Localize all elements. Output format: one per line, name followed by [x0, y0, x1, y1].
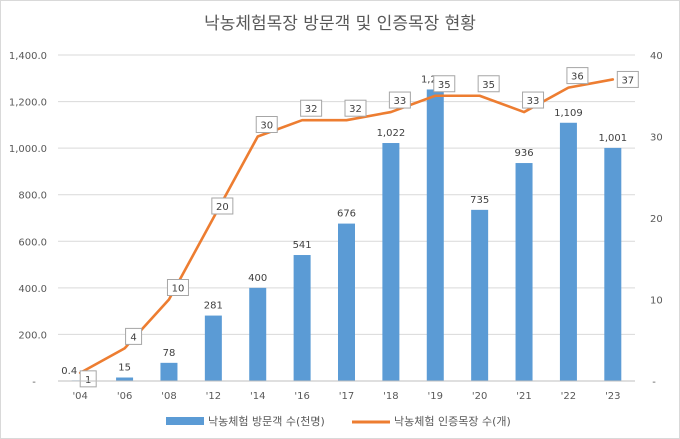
x-tick-label: '17	[339, 391, 354, 402]
line-data-label: 20	[216, 202, 229, 213]
line-data-label: 35	[482, 80, 495, 91]
legend-line-label: 낙농체험 인증목장 수(개)	[394, 415, 511, 428]
bar	[249, 287, 267, 381]
right-axis: - 10 20 30 40	[650, 51, 663, 388]
line-data-labels: 1 4 10 20 30 32 32 33 35 35 33 36 37	[79, 67, 639, 388]
x-tick-label: '12	[206, 391, 221, 402]
line-data-label: 32	[305, 104, 318, 115]
chart-title: 낙농체험목장 방문객 및 인증목장 현황	[204, 14, 476, 34]
line-data-label-box	[566, 67, 589, 85]
line-data-label: 1	[85, 375, 91, 386]
x-tick-label: '23	[605, 391, 620, 402]
line-data-label: 4	[130, 332, 136, 343]
line-data-label-box	[616, 70, 639, 88]
line-data-label-box	[300, 99, 323, 117]
bar-data-label: 400	[248, 273, 267, 284]
left-axis-tick-label: 1,000.0	[9, 144, 47, 155]
bar-data-label: 676	[337, 209, 356, 220]
bar	[293, 255, 311, 381]
bar	[471, 209, 489, 381]
x-tick-label: '20	[472, 391, 487, 402]
line-data-label: 33	[527, 96, 540, 107]
legend-bar-swatch	[166, 417, 204, 425]
left-axis-tick-label: 600.0	[18, 237, 47, 248]
line-series	[78, 78, 615, 375]
line-data-label-box	[79, 370, 97, 388]
x-tick-label: '18	[383, 391, 398, 402]
line-data-label-box	[388, 91, 411, 109]
line-data-label-box	[522, 91, 545, 109]
bar	[426, 89, 444, 381]
bar-data-label: 1,022	[377, 128, 406, 139]
x-tick-label: '14	[250, 391, 265, 402]
line-data-label-box	[255, 116, 278, 133]
right-axis-tick-label: 30	[650, 133, 663, 144]
right-axis-tick-label: -	[652, 377, 656, 388]
line-data-label: 10	[172, 284, 185, 295]
bar-data-label: 78	[163, 348, 176, 359]
line-data-label-box	[433, 75, 456, 93]
line-data-label-box	[166, 279, 189, 296]
left-axis-tick-label: 200.0	[18, 330, 47, 341]
line-data-label-box	[125, 327, 143, 345]
line-data-label: 37	[621, 75, 634, 86]
bar-data-label: 735	[470, 195, 489, 206]
bar	[604, 147, 622, 381]
line-data-label: 36	[571, 72, 584, 83]
right-axis-tick-label: 20	[650, 214, 663, 225]
left-axis-tick-label: 1,200.0	[9, 98, 47, 109]
left-axis-tick-label: -	[32, 377, 36, 388]
bar	[204, 315, 222, 381]
left-axis-tick-label: 400.0	[18, 284, 47, 295]
x-tick-label: '16	[294, 391, 309, 402]
bar	[382, 143, 400, 381]
line-data-label-box	[344, 99, 367, 117]
right-axis-tick-label: 10	[650, 296, 663, 307]
bar-data-label: 1,109	[554, 108, 583, 119]
line-data-label: 33	[394, 96, 407, 107]
legend: 낙농체험 방문객 수(천명) 낙농체험 인증목장 수(개)	[166, 414, 511, 428]
x-tick-label: '04	[72, 391, 87, 402]
line-data-label: 35	[438, 80, 451, 91]
line-data-label: 30	[260, 121, 273, 132]
x-tick-label: '08	[161, 391, 176, 402]
x-tick-label: '19	[428, 391, 443, 402]
bar-data-label: 936	[514, 148, 533, 159]
left-axis-tick-label: 800.0	[18, 191, 47, 202]
line-data-label: 32	[349, 104, 362, 115]
line-data-label-box	[211, 197, 234, 215]
bar	[160, 362, 178, 381]
line-data-label-box	[477, 75, 500, 93]
x-tick-label: '22	[561, 391, 576, 402]
bar	[515, 163, 533, 381]
bar	[116, 377, 134, 381]
x-axis: '04 '06 '08 '12 '14 '16 '17 '18 '19 '20 '21 '22 '23	[58, 380, 635, 402]
bar-data-label: 0.4	[61, 366, 77, 377]
bar-data-label: 281	[204, 301, 223, 312]
right-axis-tick-label: 40	[650, 51, 663, 62]
bar-series	[71, 89, 622, 382]
line-series-path	[78, 78, 615, 375]
bar-data-label: 1,001	[598, 133, 627, 144]
bar	[338, 223, 355, 381]
x-tick-label: '06	[117, 391, 132, 402]
x-tick-label: '21	[516, 391, 531, 402]
left-axis-tick-label: 1,400.0	[9, 51, 47, 62]
legend-bar-label: 낙농체험 방문객 수(천명)	[208, 414, 325, 428]
left-axis: - 200.0 400.0 600.0 800.0 1,000.0 1,200.0 1,400…	[9, 51, 47, 388]
bar-data-label: 541	[293, 240, 312, 251]
bar-data-label: 15	[118, 363, 131, 374]
bar	[559, 122, 577, 382]
